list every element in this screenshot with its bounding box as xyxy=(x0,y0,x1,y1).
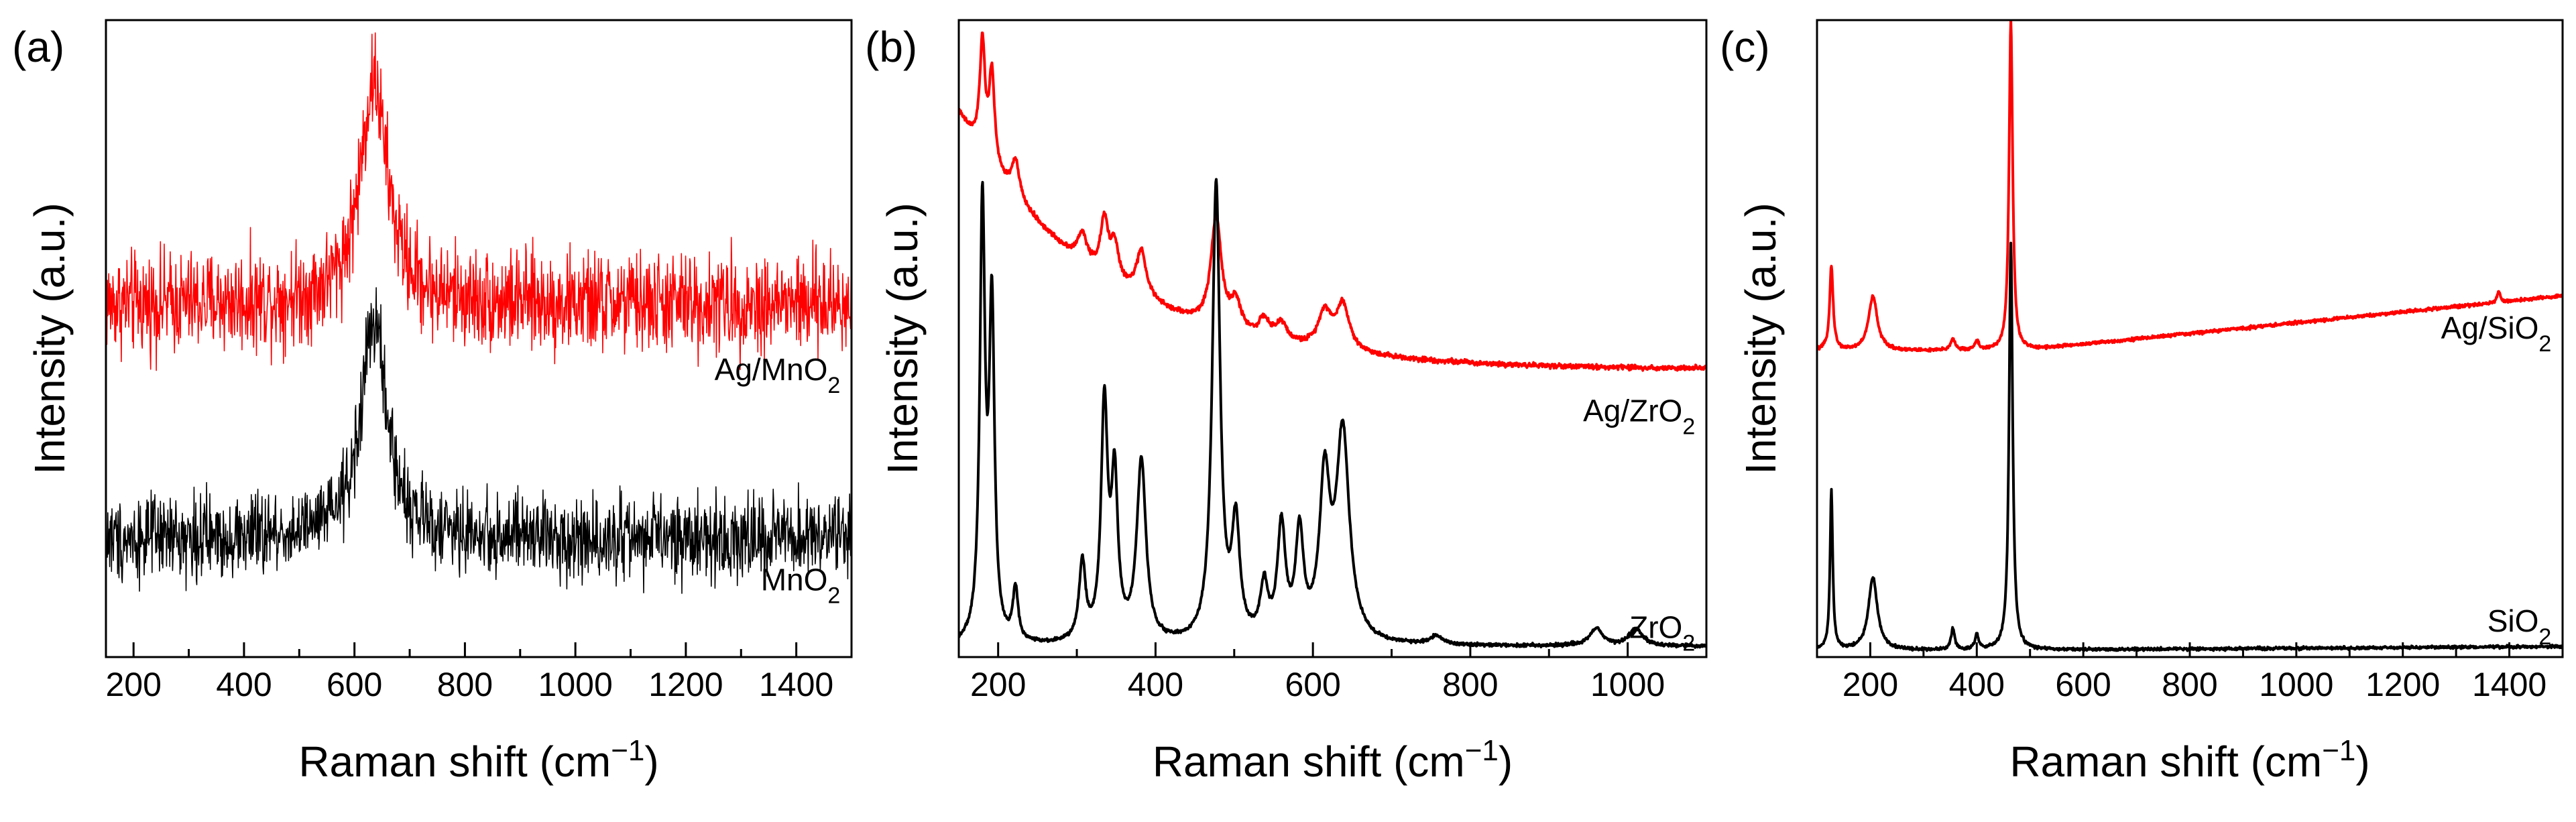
x-tick-label: 200 xyxy=(1842,666,1898,703)
series-line-ag-mno2 xyxy=(106,32,852,371)
y-axis-title: Intensity (a.u.) xyxy=(878,202,927,475)
x-tick-label: 1000 xyxy=(538,666,613,703)
x-tick-label: 200 xyxy=(105,666,161,703)
x-tick-label: 1000 xyxy=(1590,666,1665,703)
axis-frame xyxy=(105,19,853,658)
x-axis-title: Raman shift (cm−1) xyxy=(1153,734,1513,786)
panel-a: Ag/MnO2 MnO2 200 400 600 800 1000 1200 1400 Raman… xyxy=(12,19,853,786)
panel-label: (a) xyxy=(12,23,64,71)
x-tick-label: 400 xyxy=(216,666,272,703)
x-tick-label: 800 xyxy=(437,666,493,703)
x-tick-label: 1000 xyxy=(2259,666,2333,703)
y-axis-title: Intensity (a.u.) xyxy=(1737,202,1785,475)
panel-label: (b) xyxy=(865,23,917,71)
series-label-mno2: MnO2 xyxy=(761,562,841,608)
x-tick-label: 600 xyxy=(327,666,382,703)
series-line-sio2 xyxy=(1817,241,2563,652)
series-line-zro2 xyxy=(959,178,1706,649)
series-label-sio2: SiO2 xyxy=(2487,603,2552,650)
series-label-ag-mno2: Ag/MnO2 xyxy=(715,352,841,398)
plot-area xyxy=(106,32,852,594)
x-axis-title: Raman shift (cm−1) xyxy=(298,734,658,786)
panel-b: Ag/ZrO2 ZrO2 200 400 600 800 1000 Raman shift (… xyxy=(865,19,1708,786)
series-line-ag-sio2 xyxy=(1817,20,2563,353)
axis-frame xyxy=(957,19,1708,658)
panel-label: (c) xyxy=(1720,23,1770,71)
plot-area xyxy=(959,32,1706,649)
series-label-ag-zro2: Ag/ZrO2 xyxy=(1583,394,1695,440)
x-tick-label: 600 xyxy=(1285,666,1340,703)
x-tick-label: 400 xyxy=(1949,666,2005,703)
x-tick-label: 600 xyxy=(2055,666,2111,703)
x-tick-label: 1200 xyxy=(2365,666,2440,703)
x-tick-label: 200 xyxy=(970,666,1026,703)
y-axis-title: Intensity (a.u.) xyxy=(25,202,74,475)
series-line-mno2 xyxy=(106,287,852,594)
series-label-ag-sio2: Ag/SiO2 xyxy=(2441,310,2552,357)
x-axis-title: Raman shift (cm−1) xyxy=(2009,734,2369,786)
x-tick-label: 800 xyxy=(1442,666,1498,703)
x-tick-label: 400 xyxy=(1128,666,1183,703)
x-tick-label: 1400 xyxy=(759,666,833,703)
x-tick-label: 800 xyxy=(2162,666,2217,703)
series-line-ag-zro2 xyxy=(959,32,1706,372)
series-label-zro2: ZrO2 xyxy=(1629,610,1695,656)
x-tick-label: 1400 xyxy=(2472,666,2546,703)
panel-c: Ag/SiO2 SiO2 200 400 600 800 1000 1200 1400 Raman… xyxy=(1720,19,2564,786)
x-tick-label: 1200 xyxy=(648,666,723,703)
